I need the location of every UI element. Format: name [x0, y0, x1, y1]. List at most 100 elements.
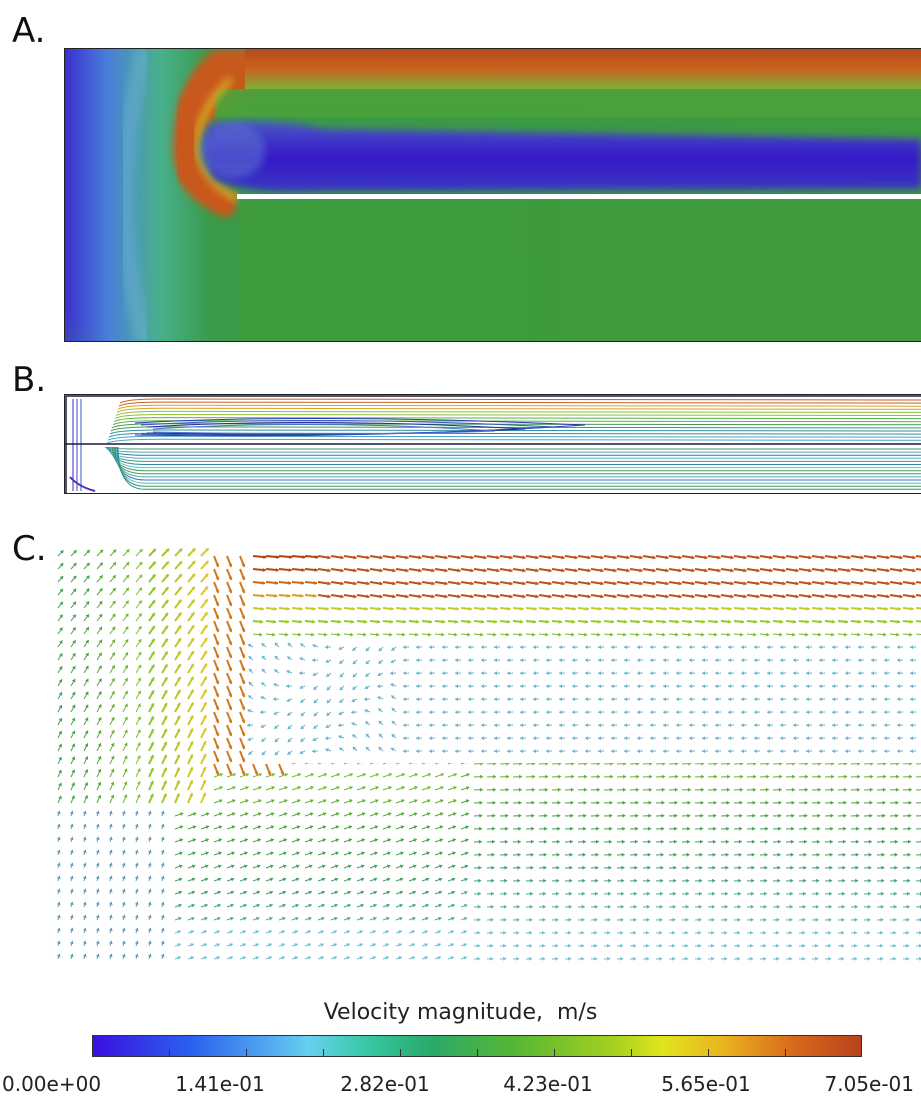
velocity-vector-head	[832, 749, 836, 754]
velocity-vector-head	[468, 645, 472, 650]
velocity-vector-head	[124, 742, 128, 747]
velocity-vector-head	[178, 864, 183, 869]
velocity-vector-head	[56, 888, 61, 893]
velocity-vector-head	[555, 943, 559, 948]
velocity-vector-head	[359, 930, 363, 934]
velocity-vector-head	[110, 742, 115, 747]
velocity-vector-head	[818, 632, 822, 637]
velocity-vector-head	[412, 903, 416, 908]
velocity-vector-head	[256, 890, 260, 895]
velocity-vector-head	[273, 683, 277, 687]
velocity-vector-head	[336, 773, 340, 777]
velocity-vector-head	[151, 574, 156, 579]
velocity-vector-head	[675, 632, 679, 637]
streamline	[104, 446, 921, 450]
velocity-vector-head	[492, 813, 496, 818]
velocity-vector-head	[899, 568, 903, 573]
velocity-vector-head	[364, 697, 368, 702]
velocity-vector-head	[572, 723, 576, 728]
velocity-vector-head	[637, 606, 641, 611]
velocity-vector-head	[190, 638, 194, 642]
velocity-vector-head	[178, 916, 182, 921]
velocity-vector-head	[204, 586, 208, 591]
velocity-vector-head	[480, 774, 484, 779]
velocity-vector-head	[585, 671, 589, 676]
velocity-vector-head	[841, 943, 845, 948]
velocity-vector-head	[95, 888, 100, 893]
velocity-vector-head	[626, 594, 630, 599]
velocity-vector-head	[176, 689, 181, 694]
velocity-vector-head	[327, 568, 331, 573]
velocity-vector-head	[284, 786, 288, 790]
velocity-vector-head	[673, 878, 677, 883]
velocity-vector-head	[203, 702, 207, 706]
velocity-vector-head	[481, 606, 485, 611]
velocity-vector-head	[741, 749, 745, 754]
velocity-vector-head	[415, 632, 419, 637]
velocity-vector-head	[597, 619, 601, 624]
velocity-vector-head	[806, 736, 810, 741]
velocity-vector-head	[828, 904, 832, 909]
velocity-vector-head	[440, 799, 444, 803]
velocity-vector-head	[717, 568, 721, 573]
velocity-vector-head	[815, 943, 819, 948]
velocity-vector-head	[516, 930, 520, 935]
velocity-vector-head	[189, 793, 193, 797]
velocity-vector-head	[691, 581, 695, 586]
velocity-vector-head	[869, 813, 873, 818]
velocity-vector-head	[428, 632, 432, 637]
velocity-vector-head	[177, 930, 181, 934]
velocity-vector-head	[581, 891, 585, 896]
velocity-vector-head	[793, 749, 797, 754]
velocity-vector-head	[108, 810, 113, 815]
velocity-vector-head	[725, 865, 729, 870]
velocity-vector-head	[137, 690, 141, 695]
velocity-vector-head	[403, 671, 407, 676]
velocity-vector-head	[255, 930, 259, 934]
velocity-vector-head	[754, 749, 758, 754]
velocity-vector-head	[611, 658, 615, 663]
velocity-vector-head	[110, 781, 115, 786]
velocity-vector-head	[481, 697, 485, 702]
velocity-vector-head	[832, 697, 836, 702]
velocity-vector-head	[59, 588, 63, 593]
velocity-vector-head	[804, 826, 808, 831]
velocity-vector-head	[477, 917, 481, 922]
velocity-vector-head	[412, 864, 417, 869]
velocity-vector-head	[137, 755, 141, 759]
velocity-vector-head	[819, 697, 823, 702]
streamline	[115, 446, 921, 484]
velocity-vector-head	[646, 891, 650, 896]
velocity-vector-head	[261, 738, 265, 742]
velocity-vector-head	[163, 793, 167, 798]
velocity-vector-head	[56, 953, 61, 958]
velocity-vector-head	[58, 782, 62, 787]
velocity-vector-head	[274, 642, 279, 647]
velocity-vector-head	[559, 645, 563, 650]
velocity-vector-head	[108, 927, 113, 932]
velocity-vector-head	[715, 723, 719, 728]
velocity-vector-head	[111, 665, 115, 669]
velocity-vector-head	[295, 890, 299, 895]
velocity-vector-head	[338, 646, 343, 650]
velocity-vector-head	[283, 825, 288, 829]
velocity-vector-head	[883, 632, 887, 637]
velocity-vector-head	[884, 671, 888, 676]
velocity-vector-head	[82, 823, 87, 828]
velocity-vector-head	[245, 773, 249, 777]
velocity-vector-head	[312, 737, 317, 742]
velocity-vector-head	[98, 704, 102, 708]
velocity-vector-head	[412, 877, 417, 882]
velocity-vector-head	[413, 851, 417, 856]
velocity-vector-head	[215, 745, 220, 749]
velocity-vector-head	[910, 697, 914, 702]
velocity-vector-head	[295, 864, 300, 869]
velocity-vector-head	[399, 877, 404, 882]
velocity-vector-head	[626, 581, 630, 586]
velocity-vector-head	[893, 891, 897, 896]
velocity-vector-head	[609, 787, 613, 792]
velocity-vector-head	[366, 555, 370, 560]
velocity-vector-head	[298, 619, 302, 624]
velocity-vector-head	[529, 904, 533, 909]
velocity-vector-head	[400, 838, 404, 843]
